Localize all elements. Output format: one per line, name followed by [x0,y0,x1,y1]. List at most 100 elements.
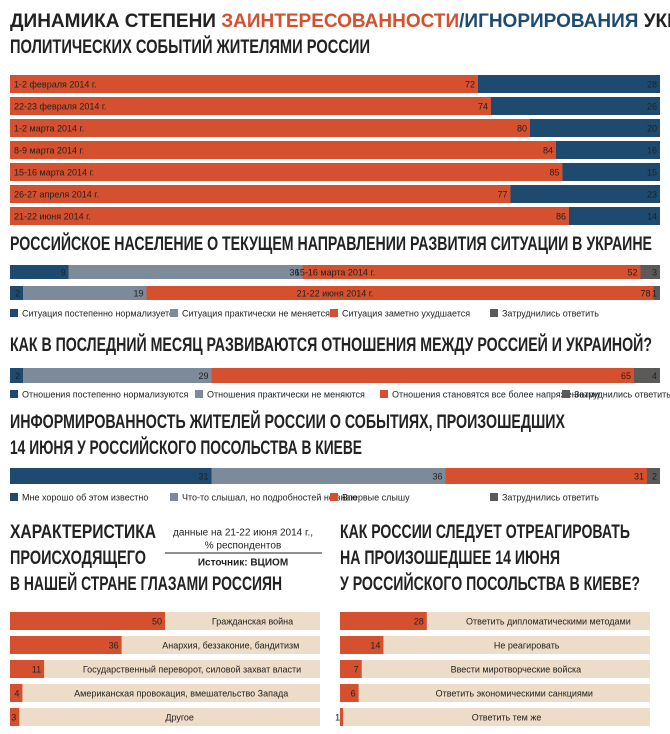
bar-segment [10,265,69,279]
legend-label: Затруднились ответить [574,389,670,399]
bar-segment [640,265,660,279]
bar-background [10,708,320,726]
bar-segment [23,286,147,300]
bar-segment [562,163,660,181]
bar-background [340,636,650,654]
chart-title: ДИНАМИКА СТЕПЕНИ ЗАИНТЕРЕСОВАННОСТИ/ИГНО… [10,11,670,32]
legend-label: Отношения становятся все более напряженн… [392,389,599,399]
value-label: 1 [652,288,657,298]
legend-swatch [10,309,18,317]
value-label: 77 [497,189,507,199]
bar [340,612,427,630]
legend-swatch [330,309,338,317]
bar-segment [634,368,660,383]
bar-background [340,684,650,702]
legend-label: Ситуация заметно ухудшается [342,308,470,318]
chart-title: ПРОИСХОДЯЩЕГО [10,548,146,569]
title-part: ЗАИНТЕРЕСОВАННОСТИ [221,11,459,32]
chart-title: В НАШЕЙ СТРАНЕ ГЛАЗАМИ РОССИЯН [10,573,282,595]
value-label: 26 [647,101,657,111]
category-label: Не реагировать [494,640,560,650]
bar-segment [146,286,654,300]
source: Источник: ВЦИОМ [198,558,288,569]
category-label: Ответить экономическими санкциями [436,688,593,698]
value-label: 50 [152,616,162,626]
value-label: 3 [652,267,657,277]
bar [10,684,23,702]
chart-title: ИНФОРМИРОВАННОСТЬ ЖИТЕЛЕЙ РОССИИ О СОБЫТ… [10,411,565,433]
legend-label: Затруднились ответить [502,492,599,502]
bar-segment [10,468,212,484]
bar-segment [68,265,303,279]
value-label: 14 [647,211,657,221]
legend-swatch [330,493,338,501]
bar-segment [10,207,569,225]
value-label: 2 [652,471,657,481]
value-label: 72 [465,79,475,89]
legend-swatch [10,390,18,398]
bar-segment [211,468,446,484]
note: % респондентов [205,541,282,552]
category-label: 15-16 марта 2014 г. [14,167,94,177]
bar [340,684,359,702]
legend-label: Впервые слышу [342,492,410,502]
chart-title: НА ПРОИЗОШЕДШЕЕ 14 ИЮНЯ [340,548,560,569]
value-label: 23 [647,189,657,199]
bar-background [340,708,650,726]
category-label: 22-23 февраля 2014 г. [14,101,107,111]
value-label: 2 [15,288,20,298]
bar [10,612,165,630]
bar-segment [491,97,660,115]
chart-title: ПОЛИТИЧЕСКИХ СОБЫТИЙ ЖИТЕЛЯМИ РОССИИ [10,36,370,58]
bar [10,708,20,726]
chart-title: ХАРАКТЕРИСТИКА [10,522,156,543]
bar-segment [445,468,647,484]
legend-label: Отношения постепенно нормализуются [22,389,188,399]
bar-background [10,684,320,702]
category-label: Ответить дипломатическими методами [466,616,631,626]
legend-label: Отношения практически не меняются [207,389,365,399]
value-label: 1 [335,712,340,722]
legend-swatch [170,493,178,501]
bar-segment [10,119,530,137]
bar [10,660,45,678]
value-label: 6 [351,688,356,698]
category-label: 26-27 апреля 2014 г. [14,189,99,199]
legend-swatch [170,309,178,317]
category-label: Другое [165,712,194,722]
value-label: 78 [640,288,650,298]
category-label: 1-2 марта 2014 г. [14,123,84,133]
bar-segment [10,75,478,93]
chart-title: 14 ИЮНЯ У РОССИЙСКОГО ПОСОЛЬСТВА В КИЕВЕ [10,437,362,459]
category-label: Государственный переворот, силовой захва… [83,664,301,674]
value-label: 2 [15,371,20,381]
category-label: 21-22 июня 2014 г. [297,288,374,298]
bar [340,708,344,726]
bar [340,660,362,678]
legend-label: Затруднились ответить [502,308,599,318]
bar-segment [569,207,660,225]
value-label: 65 [621,371,631,381]
value-label: 20 [647,123,657,133]
bar-segment [211,368,634,383]
category-label: Ввести миротворческие войска [451,664,582,674]
value-label: 9 [60,267,65,277]
value-label: 7 [354,664,359,674]
bar-segment [10,185,511,203]
legend-swatch [562,390,570,398]
bar-segment [10,163,563,181]
category-label: 21-22 июня 2014 г. [14,211,91,221]
legend-label: Мне хорошо об этом известно [22,492,148,502]
bar-segment [478,75,660,93]
legend-swatch [10,493,18,501]
chart-title: КАК В ПОСЛЕДНИЙ МЕСЯЦ РАЗВИВАЮТСЯ ОТНОШЕ… [10,334,652,356]
title-part: / [459,11,465,32]
legend-swatch [380,390,388,398]
chart-title: КАК РОССИИ СЛЕДУЕТ ОТРЕАГИРОВАТЬ [340,522,630,543]
value-label: 4 [652,371,657,381]
chart-title: У РОССИЙСКОГО ПОСОЛЬСТВА В КИЕВЕ? [340,573,640,595]
value-label: 80 [517,123,527,133]
bar-segment [23,368,212,383]
category-label: Анархия, беззаконие, бандитизм [162,640,299,650]
